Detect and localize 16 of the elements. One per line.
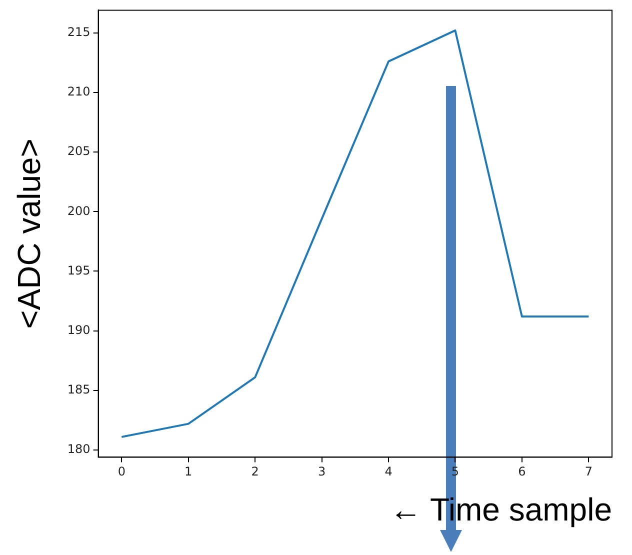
x-tick-label: 6 — [518, 464, 526, 479]
x-tick-label: 0 — [118, 464, 126, 479]
y-tick-label: 205 — [67, 144, 90, 158]
y-tick-label: 215 — [67, 24, 90, 39]
y-axis-title: <ADC value> — [11, 138, 48, 329]
x-tick-label: 1 — [184, 464, 192, 479]
x-tick-label: 4 — [384, 464, 392, 479]
y-tick-label: 185 — [67, 382, 90, 397]
y-tick-label: 200 — [67, 204, 90, 218]
x-tick-label: 7 — [584, 464, 592, 479]
y-tick-label: 210 — [67, 84, 90, 99]
x-tick-label: 3 — [318, 464, 326, 479]
y-tick-label: 180 — [67, 442, 90, 456]
y-tick-label: 195 — [67, 263, 90, 278]
x-tick-label: 2 — [251, 464, 259, 479]
y-tick-label: 190 — [67, 322, 90, 337]
